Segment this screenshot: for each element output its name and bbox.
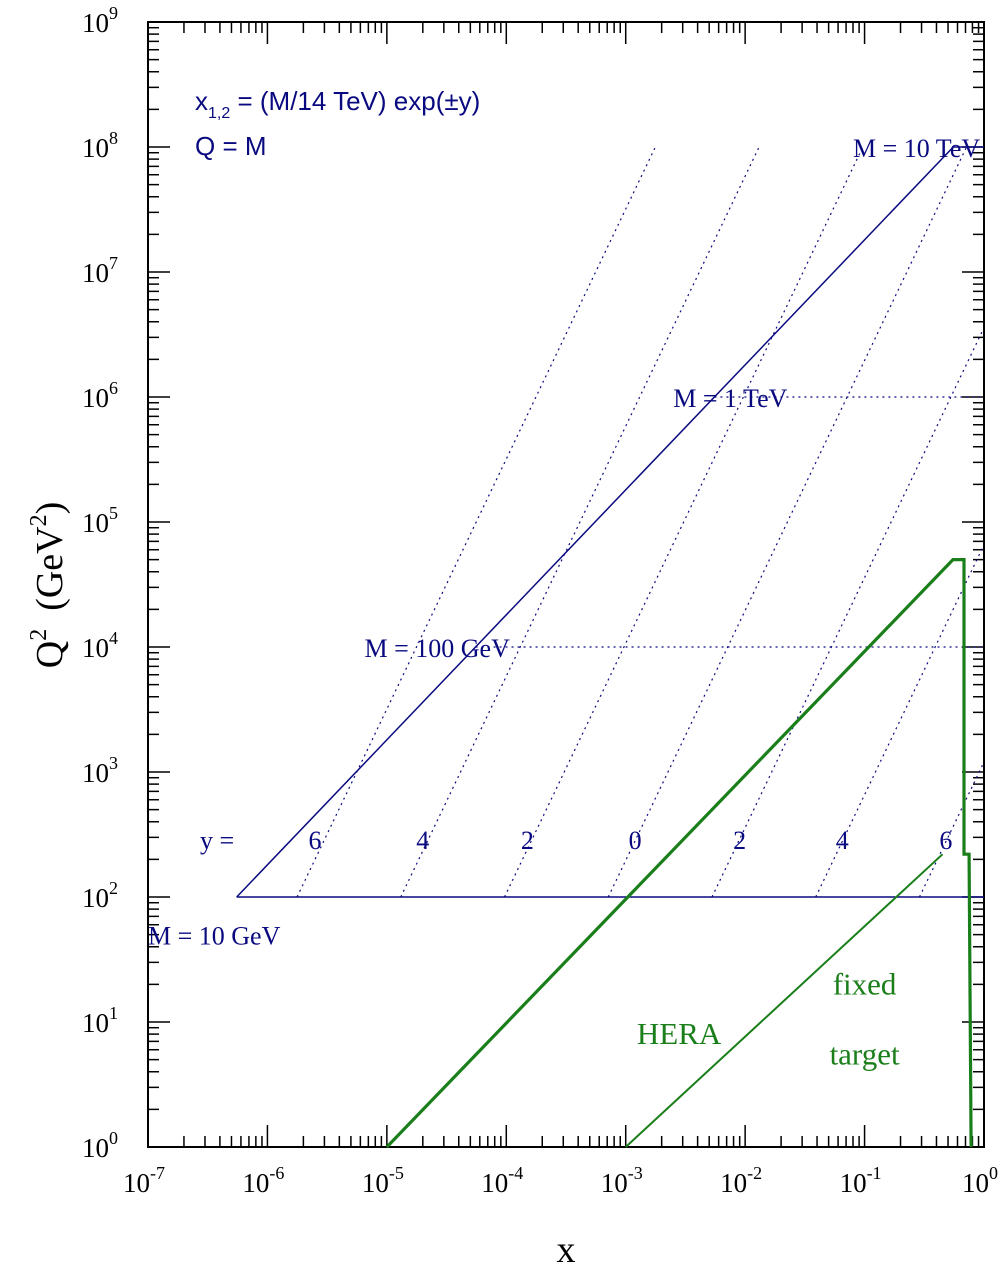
- y-tick-base: 10: [82, 8, 109, 38]
- mass-label: M = 1 TeV: [673, 384, 787, 413]
- y-tick-label: 105: [82, 503, 118, 538]
- rapidity-line: [296, 146, 656, 898]
- mass-lines: [236, 146, 984, 898]
- rapidity-line: [607, 146, 968, 898]
- rapidity-prefix-label: y =: [200, 826, 234, 855]
- mass-label: M = 10 TeV: [853, 134, 980, 163]
- y-tick-base: 10: [82, 758, 109, 788]
- y-tick-exp: 4: [109, 628, 118, 648]
- x-tick-exp: 0: [989, 1163, 998, 1183]
- mass-label: M = 100 GeV: [365, 634, 511, 663]
- rapidity-label: 4: [836, 826, 849, 855]
- rapidity-line: [815, 546, 984, 898]
- x-tick-base: 10: [601, 1168, 628, 1198]
- x-tick-base: 10: [840, 1168, 867, 1198]
- y-tick-base: 10: [82, 133, 109, 163]
- x-tick-label: 100: [962, 1163, 998, 1198]
- x-tick-exp: -2: [747, 1163, 762, 1183]
- y-axis-q: Q: [29, 641, 71, 668]
- y-tick-exp: 7: [109, 253, 118, 273]
- y-axis-unit: (GeV: [29, 526, 71, 611]
- series-lines: [385, 558, 973, 1149]
- y-tick-label: 104: [82, 628, 118, 663]
- x-tick-label: 10-3: [601, 1163, 643, 1198]
- y-tick-base: 10: [82, 633, 109, 663]
- x-tick-label: 10-4: [481, 1163, 523, 1198]
- envelope-line: [236, 146, 954, 898]
- x-tick-exp: -7: [150, 1163, 165, 1183]
- y-tick-label: 109: [82, 3, 118, 38]
- y-axis-title: Q2(GeV2): [26, 502, 71, 669]
- y-tick-exp: 6: [109, 378, 118, 398]
- annotations: M = 10 TeV M = 1 TeV M = 100 GeV M = 10 GeV…: [148, 134, 980, 1071]
- x-axis-title: x: [557, 1229, 576, 1271]
- y-tick-label: 106: [82, 378, 118, 413]
- y-tick-label: 108: [82, 128, 118, 163]
- region-label: target: [830, 1036, 900, 1071]
- x-tick-base: 10: [481, 1168, 508, 1198]
- x-tick-label: 10-7: [123, 1163, 165, 1198]
- y-tick-label: 101: [82, 1003, 118, 1038]
- y-tick-base: 10: [82, 1008, 109, 1038]
- x-tick-base: 10: [962, 1168, 989, 1198]
- y-tick-exp: 9: [109, 3, 118, 23]
- x-tick-exp: -4: [508, 1163, 523, 1183]
- x-tick-exp: -3: [628, 1163, 643, 1183]
- rapidity-label: 2: [733, 826, 746, 855]
- y-tick-exp: 8: [109, 128, 118, 148]
- y-tick-label: 107: [82, 253, 118, 288]
- rapidity-line: [400, 146, 760, 898]
- y-tick-exp: 1: [109, 1003, 118, 1023]
- formula-rest: = (M/14 TeV) exp(±y): [230, 86, 480, 116]
- rapidity-label: 2: [521, 826, 534, 855]
- y-axis-unit-sup: 2: [26, 514, 52, 526]
- rapidity-line: [711, 331, 983, 898]
- y-tick-label: 102: [82, 878, 118, 913]
- y-tick-exp: 3: [109, 753, 118, 773]
- x-tick-base: 10: [242, 1168, 269, 1198]
- x-tick-base: 10: [362, 1168, 389, 1198]
- formula-sub: 1,2: [208, 105, 230, 122]
- formula-x: x: [195, 86, 208, 116]
- x-tick-exp: -1: [867, 1163, 882, 1183]
- y-tick-base: 10: [82, 883, 109, 913]
- y-tick-label: 103: [82, 753, 118, 788]
- region-label: fixed: [833, 966, 897, 1001]
- y-tick-exp: 0: [109, 1128, 118, 1148]
- y-tick-label: 100: [82, 1128, 118, 1163]
- rapidity-lines: 6 4 2 0 2 4 6: [296, 146, 985, 898]
- x-tick-label: 10-1: [840, 1163, 882, 1198]
- x-tick-exp: -5: [389, 1163, 404, 1183]
- rapidity-label: 6: [939, 826, 952, 855]
- plot-frame: [147, 21, 985, 1148]
- x-tick-exp: -6: [269, 1163, 284, 1183]
- x-tick-label: 10-5: [362, 1163, 404, 1198]
- rapidity-label: 4: [416, 826, 429, 855]
- rapidity-label: 6: [308, 826, 321, 855]
- y-tick-base: 10: [82, 258, 109, 288]
- tick-labels: 10-7 10-6 10-5 10-4 10-3 10-2 10-1 100100101102…: [82, 3, 998, 1198]
- y-tick-exp: 2: [109, 878, 118, 898]
- rapidity-label: 0: [629, 826, 642, 855]
- x-tick-label: 10-2: [720, 1163, 762, 1198]
- y-tick-exp: 5: [109, 503, 118, 523]
- y-axis-unit-close: ): [29, 502, 71, 515]
- rapidity-line: [503, 146, 864, 898]
- formula-line1: x1,2 = (M/14 TeV) exp(±y): [195, 86, 480, 122]
- x-tick-base: 10: [123, 1168, 150, 1198]
- rapidity-line: [918, 761, 985, 898]
- y-tick-base: 10: [82, 1133, 109, 1163]
- y-tick-base: 10: [82, 508, 109, 538]
- y-tick-base: 10: [82, 383, 109, 413]
- y-axis-q-sup: 2: [26, 629, 52, 641]
- formula-line2: Q = M: [195, 131, 267, 161]
- x-tick-label: 10-6: [242, 1163, 284, 1198]
- series-line: [385, 558, 973, 1149]
- region-label: HERA: [637, 1016, 722, 1051]
- series-line: [625, 853, 944, 1148]
- mass-label: M = 10 GeV: [148, 922, 281, 951]
- minor-ticks: [147, 21, 985, 1148]
- x-tick-base: 10: [720, 1168, 747, 1198]
